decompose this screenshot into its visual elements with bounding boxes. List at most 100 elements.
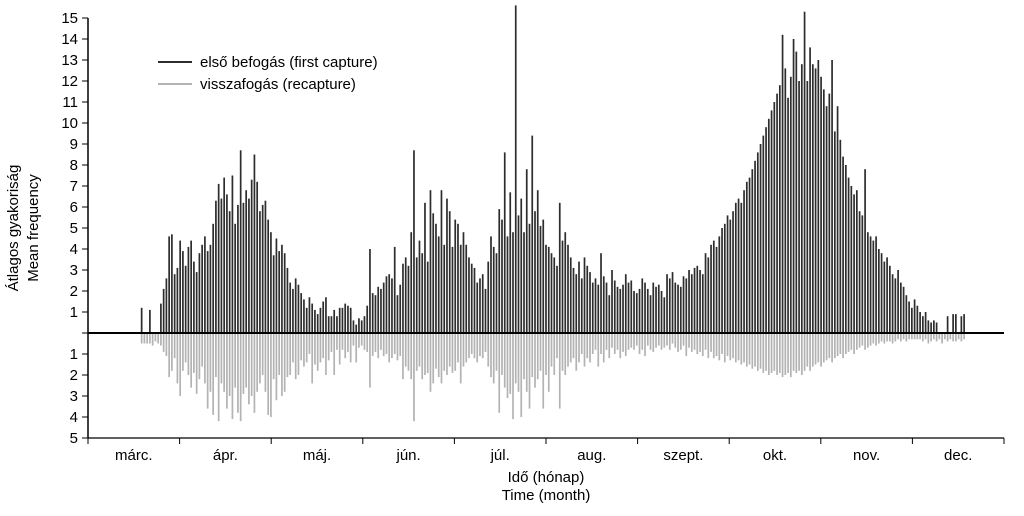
first-capture-bar bbox=[751, 169, 753, 333]
recapture-bar bbox=[834, 333, 836, 358]
recapture-bar bbox=[452, 333, 454, 373]
recapture-bar bbox=[160, 333, 162, 346]
recapture-bar bbox=[284, 333, 286, 392]
recapture-bar bbox=[163, 333, 165, 352]
recapture-bar bbox=[564, 333, 566, 375]
first-capture-bar bbox=[496, 253, 498, 333]
recapture-bar bbox=[155, 333, 157, 341]
recapture-bar bbox=[303, 333, 305, 367]
first-capture-bar bbox=[526, 169, 528, 333]
recapture-bar bbox=[586, 333, 588, 358]
first-capture-bar bbox=[468, 257, 470, 333]
first-capture-bar bbox=[465, 245, 467, 333]
recapture-bar bbox=[490, 333, 492, 377]
recapture-bar bbox=[793, 333, 795, 371]
x-tick-label: jún. bbox=[396, 447, 421, 464]
recapture-bar bbox=[507, 333, 509, 398]
recapture-bar bbox=[292, 333, 294, 362]
first-capture-bar bbox=[454, 220, 456, 333]
recapture-bar bbox=[710, 333, 712, 352]
first-capture-bar bbox=[185, 266, 187, 333]
first-capture-bar bbox=[537, 190, 539, 333]
first-capture-bar bbox=[881, 253, 883, 333]
recapture-bar bbox=[790, 333, 792, 377]
recapture-bar bbox=[397, 333, 399, 360]
recapture-bar bbox=[325, 333, 327, 375]
first-capture-bar bbox=[377, 287, 379, 333]
first-capture-bar bbox=[771, 110, 773, 333]
y-tick-label: 5 bbox=[70, 220, 78, 237]
recapture-bar bbox=[900, 333, 902, 341]
first-capture-bar bbox=[344, 304, 346, 333]
recapture-bar bbox=[518, 333, 520, 392]
recapture-bar bbox=[831, 333, 833, 362]
first-capture-bar bbox=[487, 262, 489, 333]
y-tick-label: 8 bbox=[70, 157, 78, 174]
recapture-bar bbox=[639, 333, 641, 354]
recapture-bar bbox=[804, 333, 806, 371]
recapture-bar bbox=[344, 333, 346, 358]
first-capture-bar bbox=[262, 205, 264, 333]
first-capture-bar bbox=[509, 192, 511, 333]
first-capture-bar bbox=[575, 274, 577, 333]
first-capture-bar bbox=[683, 276, 685, 333]
y-tick-label: 14 bbox=[61, 31, 78, 48]
recapture-bar bbox=[773, 333, 775, 371]
first-capture-bar bbox=[397, 295, 399, 333]
first-capture-bar bbox=[317, 314, 319, 333]
recapture-bar bbox=[369, 333, 371, 388]
first-capture-bar bbox=[853, 194, 855, 333]
first-capture-bar bbox=[685, 278, 687, 333]
recapture-bar bbox=[529, 333, 531, 409]
first-capture-bar bbox=[636, 293, 638, 333]
first-capture-bar bbox=[735, 203, 737, 333]
mirrored-bar-chart: 12345678910111213141512345márc.ápr.máj.j… bbox=[0, 0, 1024, 516]
recapture-bar bbox=[578, 333, 580, 362]
recapture-bar bbox=[611, 333, 613, 348]
recapture-bar bbox=[438, 333, 440, 377]
recapture-bar bbox=[273, 333, 275, 379]
first-capture-bar bbox=[592, 283, 594, 333]
recapture-bar bbox=[606, 333, 608, 350]
recapture-bar bbox=[309, 333, 311, 354]
first-capture-bar bbox=[446, 199, 448, 333]
recapture-bar bbox=[350, 333, 352, 362]
first-capture-bar bbox=[773, 102, 775, 333]
recapture-bar bbox=[515, 333, 517, 383]
x-tick-label: nov. bbox=[853, 447, 880, 464]
recapture-bar bbox=[201, 333, 203, 367]
recapture-bar bbox=[883, 333, 885, 344]
first-capture-bar bbox=[933, 320, 935, 333]
first-capture-bar bbox=[724, 224, 726, 333]
recapture-bar bbox=[287, 333, 289, 377]
first-capture-bar bbox=[688, 270, 690, 333]
recapture-bar bbox=[928, 333, 930, 344]
first-capture-bar bbox=[669, 278, 671, 333]
recapture-bar bbox=[559, 333, 561, 409]
recapture-bar bbox=[798, 333, 800, 371]
first-capture-bar bbox=[614, 281, 616, 334]
first-capture-bar bbox=[633, 291, 635, 333]
recapture-bar bbox=[388, 333, 390, 362]
recapture-bar bbox=[424, 333, 426, 375]
recapture-bar bbox=[193, 333, 195, 373]
first-capture-bar bbox=[878, 249, 880, 333]
first-capture-bar bbox=[215, 201, 217, 333]
first-capture-bar bbox=[443, 245, 445, 333]
recapture-bar bbox=[839, 333, 841, 354]
recapture-bar bbox=[870, 333, 872, 346]
first-capture-bar bbox=[177, 268, 179, 333]
recapture-bar bbox=[608, 333, 610, 358]
y-tick-label: 3 bbox=[70, 262, 78, 279]
recapture-bar bbox=[603, 333, 605, 362]
first-capture-bar bbox=[542, 220, 544, 333]
recapture-bar bbox=[754, 333, 756, 367]
first-capture-bar bbox=[366, 306, 368, 333]
recapture-bar bbox=[892, 333, 894, 344]
recapture-bar bbox=[817, 333, 819, 362]
first-capture-bar bbox=[432, 213, 434, 333]
first-capture-bar bbox=[768, 119, 770, 333]
first-capture-bar bbox=[515, 5, 517, 333]
first-capture-bar bbox=[166, 278, 168, 333]
first-capture-bar bbox=[710, 245, 712, 333]
